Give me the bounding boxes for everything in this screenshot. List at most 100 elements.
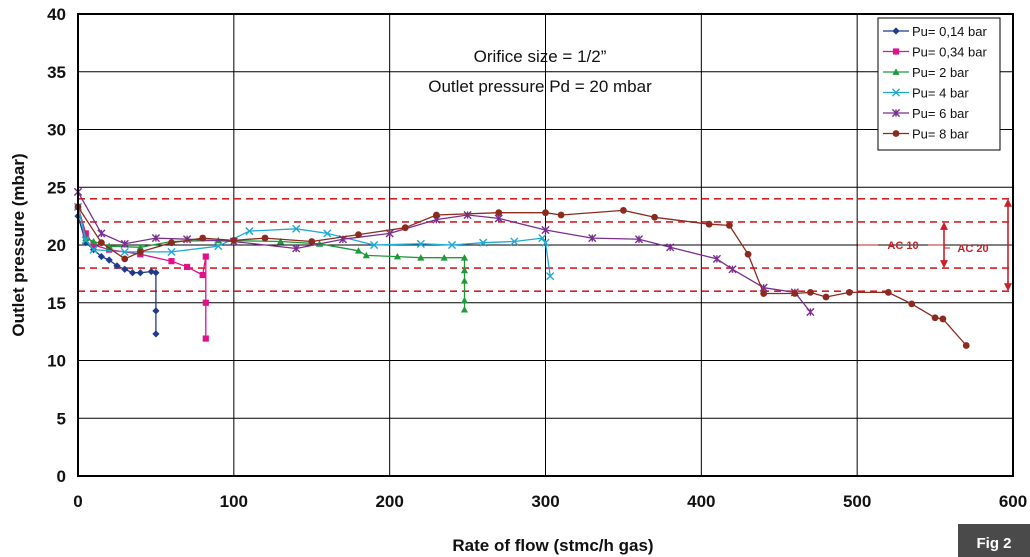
series-group	[73, 187, 970, 349]
data-point	[744, 250, 752, 258]
series-line	[77, 206, 967, 346]
data-point	[931, 314, 939, 322]
data-point	[89, 245, 98, 254]
data-point	[355, 231, 362, 239]
legend-label: Pu= 8 bar	[912, 127, 969, 142]
data-point	[121, 265, 129, 273]
data-point	[460, 306, 469, 313]
data-point	[136, 243, 144, 251]
y-tick-label: 25	[47, 178, 66, 197]
data-point	[168, 258, 175, 265]
x-axis-title: Rate of flow (stmc/h gas)	[452, 536, 653, 555]
data-point	[105, 256, 113, 264]
data-point	[433, 211, 440, 219]
data-point	[557, 211, 565, 219]
data-point	[82, 230, 89, 237]
data-point	[199, 271, 206, 279]
x-tick-label: 100	[220, 492, 248, 511]
legend-label: Pu= 2 bar	[912, 65, 969, 80]
data-point	[276, 237, 285, 245]
data-point	[666, 243, 675, 252]
data-point	[167, 247, 176, 257]
ac-markers: AC 10 AC 20	[858, 198, 1012, 292]
data-point	[634, 235, 644, 244]
legend-label: Pu= 4 bar	[912, 86, 969, 101]
legend-item: Pu= 2 bar	[883, 65, 969, 80]
plot-frame	[77, 13, 1014, 477]
data-point	[202, 335, 209, 342]
data-point	[323, 229, 332, 238]
data-point	[292, 224, 301, 233]
legend-marker	[891, 88, 901, 97]
data-point	[214, 242, 223, 251]
data-point	[362, 251, 370, 259]
data-point	[393, 252, 402, 260]
annotation-line-1: Orifice size = 1/2”	[474, 47, 607, 66]
data-point	[113, 262, 121, 270]
data-point	[120, 239, 129, 248]
data-point	[845, 288, 853, 296]
data-point	[939, 315, 947, 323]
data-point	[495, 209, 503, 217]
data-point	[416, 239, 425, 248]
legend-marker	[892, 27, 900, 35]
y-tick-label: 40	[47, 5, 66, 24]
data-point	[712, 254, 722, 263]
data-point	[354, 247, 363, 254]
x-tick-label: 0	[73, 492, 82, 511]
data-point	[183, 263, 191, 271]
data-point	[806, 307, 815, 317]
legend-item: Pu= 0,14 bar	[883, 24, 987, 39]
fig-badge	[958, 524, 1030, 557]
legend-item: Pu= 8 bar	[883, 127, 969, 142]
legend-marker	[892, 48, 900, 55]
x-tick-label: 400	[687, 492, 715, 511]
ac-arrow	[1004, 198, 1012, 292]
legend-item: Pu= 0,34 bar	[883, 45, 987, 60]
data-point	[822, 293, 830, 301]
legend-label: Pu= 6 bar	[912, 106, 969, 121]
data-point	[308, 238, 316, 245]
data-point	[807, 288, 814, 296]
ac-label: AC 20	[957, 243, 988, 255]
data-point	[728, 265, 737, 274]
x-tick-label: 300	[531, 492, 559, 511]
data-point	[760, 290, 768, 297]
data-point	[510, 237, 519, 246]
data-point	[230, 236, 238, 244]
data-point	[705, 220, 713, 228]
data-point	[479, 238, 488, 247]
data-point	[725, 221, 733, 229]
data-point	[546, 272, 555, 281]
data-point	[460, 296, 469, 304]
data-point	[152, 330, 160, 338]
data-point	[245, 227, 254, 236]
legend: Pu= 0,14 bar Pu= 0,34 bar Pu= 2 bar Pu= 4 b…	[877, 17, 1001, 151]
annotation-line-2: Outlet pressure Pd = 20 mbar	[428, 77, 652, 96]
data-point	[385, 229, 394, 238]
data-point	[261, 234, 269, 242]
data-point	[292, 244, 301, 253]
data-point	[440, 254, 448, 261]
data-point	[182, 235, 192, 244]
legend-label: Pu= 0,14 bar	[912, 24, 987, 39]
data-point	[152, 269, 160, 277]
legend-item: Pu= 6 bar	[883, 106, 969, 121]
data-point	[168, 239, 175, 247]
y-tick-label: 35	[47, 63, 66, 82]
y-tick-label: 15	[47, 294, 66, 313]
data-point	[460, 254, 469, 261]
data-point	[128, 269, 137, 277]
data-point	[151, 233, 161, 243]
data-point	[97, 239, 105, 247]
data-point	[199, 234, 207, 242]
legend-item: Pu= 4 bar	[883, 86, 969, 101]
y-tick-label: 0	[57, 467, 66, 486]
data-point	[908, 300, 916, 308]
y-tick-label: 10	[47, 352, 66, 371]
data-point	[97, 252, 105, 261]
data-point	[538, 233, 547, 243]
x-tick-labels: 0 100 200 300 400 500 600	[73, 492, 1027, 511]
y-axis-title: Outlet pressure (mbar)	[9, 153, 28, 336]
data-point	[460, 266, 469, 274]
